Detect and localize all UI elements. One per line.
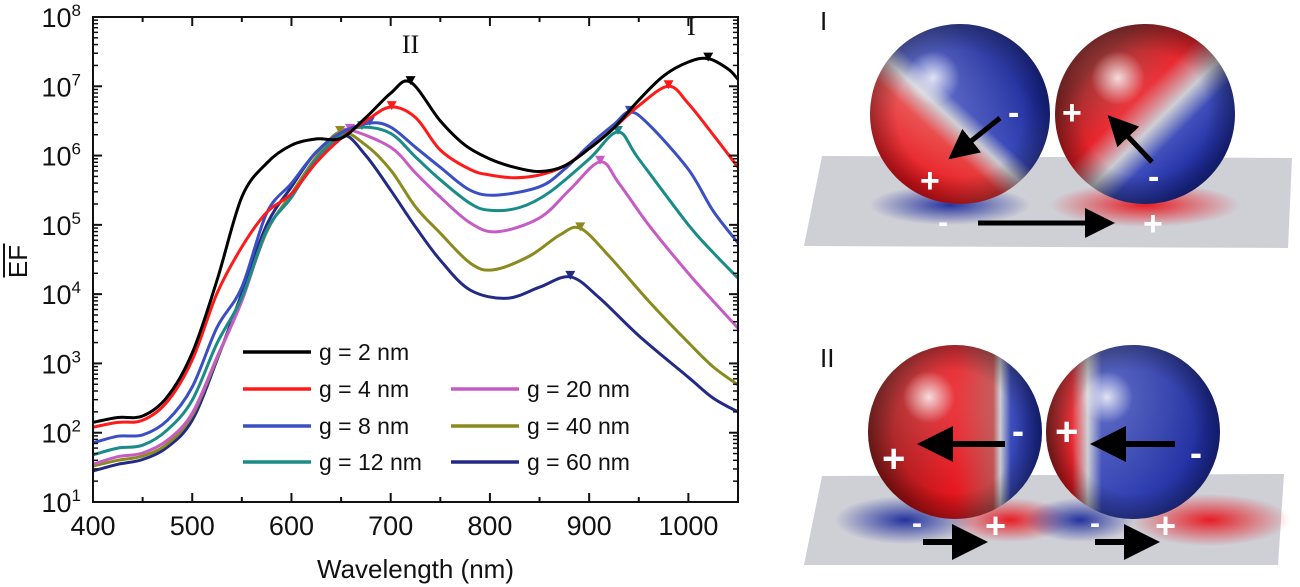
- charge-minus: -: [1012, 410, 1024, 451]
- legend-label: g = 12 nm: [319, 449, 422, 475]
- x-axis-title: Wavelength (nm): [317, 554, 514, 584]
- panel-I: I - + + - - +: [804, 6, 1292, 248]
- sphere-I-right: [1055, 24, 1235, 204]
- y-tick-label: 106: [41, 140, 81, 172]
- series-line-g-4-nm: [92, 84, 740, 429]
- legend: g = 2 nm g = 4 nm g = 8 nm g = 12 nm g = 20 …: [243, 339, 630, 475]
- charge-plus: +: [1062, 94, 1082, 132]
- panel-II: II + - + - - + - +: [804, 343, 1290, 565]
- charge-plus: +: [985, 505, 1006, 546]
- sphere-II-right: [1046, 345, 1220, 519]
- legend-label: g = 20 nm: [527, 376, 630, 402]
- series-line-g-20-nm: [92, 127, 740, 466]
- legend-label: g = 60 nm: [527, 449, 630, 475]
- y-axis-title: EF: [3, 245, 33, 278]
- legend-item: g = 12 nm: [243, 449, 422, 475]
- dipole-arrow-icon: [1107, 115, 1154, 164]
- peak-marker: [575, 222, 586, 232]
- legend-item: g = 40 nm: [451, 413, 630, 439]
- x-tick-label: 600: [269, 511, 314, 541]
- panel-II-label: II: [820, 343, 834, 373]
- legend-item: g = 2 nm: [243, 339, 409, 365]
- charge-minus: -: [1148, 158, 1159, 196]
- plasmon-mode-illustration: I - + + - - + II: [804, 6, 1292, 565]
- dipole-arrow-icon: [948, 116, 1002, 160]
- y-tick-label: 103: [41, 347, 81, 379]
- peak-marker: [595, 155, 606, 165]
- peak-marker: [565, 270, 576, 280]
- x-tick-label: 900: [567, 511, 612, 541]
- peak-marker: [405, 76, 416, 86]
- charge-minus: -: [912, 507, 922, 540]
- x-tick-label: 800: [467, 511, 512, 541]
- legend-item: g = 4 nm: [243, 376, 409, 402]
- charge-plus: +: [920, 162, 940, 200]
- plot-frame: [92, 16, 739, 503]
- legend-item: g = 60 nm: [451, 449, 630, 475]
- y-tick-label: 107: [41, 70, 81, 102]
- y-tick-label: 104: [41, 278, 81, 310]
- y-tick-label: 101: [41, 486, 81, 518]
- y-tick-label: 102: [41, 417, 81, 449]
- x-tick-label: 1000: [658, 511, 718, 541]
- legend-label: g = 4 nm: [319, 376, 409, 402]
- legend-label: g = 8 nm: [319, 413, 409, 439]
- series-line-g-2-nm: [92, 56, 740, 424]
- charge-minus: -: [1090, 507, 1100, 540]
- charge-plus: +: [1155, 505, 1176, 546]
- x-tick-label: 500: [170, 511, 215, 541]
- charge-minus: -: [1008, 94, 1019, 132]
- x-tick-label: 700: [368, 511, 413, 541]
- peak-marker: [703, 52, 714, 62]
- legend-item: g = 8 nm: [243, 413, 409, 439]
- peak-annotation-I: I: [687, 12, 696, 41]
- legend-label: g = 2 nm: [319, 339, 409, 365]
- charge-plus: +: [882, 437, 905, 481]
- legend-label: g = 40 nm: [527, 413, 630, 439]
- y-tick-label: 108: [41, 1, 81, 33]
- series-line-g-60-nm: [92, 133, 739, 473]
- peak-annotation-II: II: [402, 30, 419, 59]
- sphere-I-left: [870, 24, 1050, 204]
- x-tick-label: 400: [70, 511, 115, 541]
- ef-spectrum-chart: 400 500 600 700 800 900 1000 101 102 103 104 105 106…: [3, 1, 740, 584]
- charge-plus: +: [1055, 410, 1078, 454]
- sphere-II-left: [868, 345, 1042, 519]
- peak-marker: [663, 80, 674, 90]
- charge-plus: +: [1143, 205, 1163, 243]
- y-tick-label: 105: [41, 209, 81, 241]
- peak-marker: [386, 101, 397, 111]
- panel-I-label: I: [820, 6, 827, 36]
- peak-marker: [335, 126, 346, 136]
- charge-minus: -: [938, 206, 948, 239]
- legend-item: g = 20 nm: [451, 376, 630, 402]
- charge-minus: -: [1190, 432, 1202, 473]
